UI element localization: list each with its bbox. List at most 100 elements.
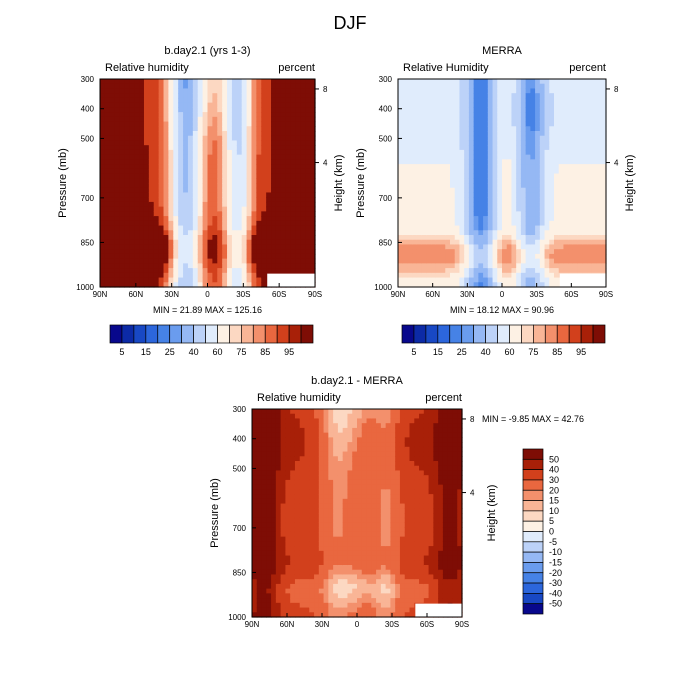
field-cell [412, 140, 418, 146]
field-cell [333, 517, 339, 524]
field-cell [280, 187, 287, 194]
field-cell [487, 173, 494, 179]
field-cell [544, 121, 550, 127]
field-cell [318, 569, 325, 576]
field-cell [506, 154, 513, 160]
field-cell [168, 253, 174, 260]
field-cell [241, 225, 248, 231]
field-cell [304, 560, 310, 566]
field-cell [305, 230, 311, 236]
field-cell [129, 149, 135, 156]
field-cell [347, 612, 353, 618]
field-cell [207, 102, 213, 108]
field-cell [502, 126, 508, 132]
field-cell [445, 216, 451, 222]
field-cell [577, 131, 583, 137]
field-cell [271, 249, 277, 255]
field-cell [290, 479, 296, 486]
field-cell [143, 216, 150, 222]
field-cell [285, 527, 291, 533]
field-cell [407, 164, 413, 170]
field-cell [256, 475, 263, 481]
field-cell [231, 116, 238, 123]
field-cell [352, 513, 358, 519]
field-cell [450, 216, 456, 222]
field-cell [275, 112, 282, 118]
field-cell [280, 159, 287, 165]
field-cell [454, 258, 461, 264]
field-cell [299, 418, 306, 424]
field-cell [587, 93, 593, 99]
field-cell [511, 192, 517, 198]
field-cell [454, 206, 461, 212]
field-cell [591, 102, 598, 108]
field-cell [153, 211, 160, 217]
field-cell [261, 88, 267, 94]
field-cell [398, 282, 404, 288]
field-cell [275, 522, 282, 528]
field-cell [143, 268, 150, 274]
field-cell [483, 249, 489, 255]
field-cell [582, 107, 588, 113]
field-cell [197, 253, 204, 260]
field-cell [544, 145, 550, 151]
field-cell [231, 131, 238, 137]
field-cell [596, 244, 602, 250]
field-cell [314, 409, 320, 415]
field-cell [572, 116, 579, 123]
field-cell [294, 470, 301, 476]
field-cell [246, 183, 253, 189]
field-cell [227, 93, 233, 99]
field-cell [300, 126, 306, 132]
field-cell [558, 116, 565, 123]
field-cell [347, 588, 353, 594]
field-cell [241, 149, 248, 156]
field-cell [535, 145, 541, 151]
field-cell [530, 258, 536, 264]
field-cell [525, 116, 531, 123]
field-cell [197, 206, 204, 212]
field-cell [241, 258, 248, 264]
field-cell [285, 183, 292, 189]
field-cell [256, 178, 262, 184]
field-cell [357, 541, 363, 547]
field-cell [271, 211, 277, 217]
field-cell [502, 93, 508, 99]
field-cell [535, 93, 541, 99]
field-cell [197, 272, 204, 279]
field-cell [119, 116, 126, 123]
field-cell [352, 612, 358, 618]
field-cell [294, 409, 301, 415]
field-cell [114, 220, 121, 227]
field-cell [591, 192, 598, 198]
field-cell [323, 494, 329, 500]
field-cell [445, 249, 451, 255]
field-cell [483, 220, 489, 227]
field-cell [333, 503, 339, 509]
field-cell [431, 268, 437, 274]
field-cell [100, 102, 106, 108]
field-cell [231, 253, 238, 260]
field-cell [535, 253, 541, 260]
field-cell [431, 220, 437, 227]
field-cell [554, 107, 560, 113]
field-cell [192, 168, 199, 175]
field-cell [426, 97, 432, 104]
field-cell [407, 83, 413, 90]
field-cell [256, 583, 263, 590]
field-cell [256, 173, 262, 179]
field-cell [318, 588, 325, 594]
field-cell [454, 230, 461, 236]
field-cell [568, 263, 574, 269]
field-cell [304, 588, 310, 594]
field-cell [294, 442, 301, 448]
field-cell [431, 249, 437, 255]
field-cell [554, 79, 560, 85]
field-cell [426, 282, 432, 288]
field-cell [323, 479, 329, 486]
field-cell [158, 102, 165, 108]
field-cell [549, 126, 555, 132]
field-cell [290, 418, 296, 424]
field-cell [266, 579, 272, 585]
field-cell [236, 159, 243, 165]
